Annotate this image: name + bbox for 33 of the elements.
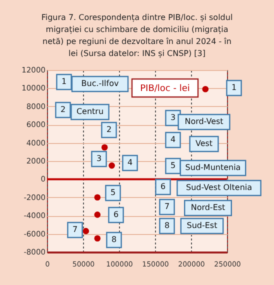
text: 1 bbox=[231, 83, 237, 92]
annotation: 4 bbox=[127, 158, 133, 167]
annotation: Buc.-Ilfov bbox=[81, 79, 119, 88]
annotation: 7 bbox=[72, 225, 78, 234]
annotation: 3 bbox=[170, 113, 176, 122]
point bbox=[108, 162, 115, 169]
point bbox=[94, 194, 101, 201]
annotation: Centru bbox=[76, 107, 104, 116]
point bbox=[82, 228, 90, 234]
annotation: 2 bbox=[60, 105, 66, 114]
annotation: 6 bbox=[160, 182, 166, 191]
annotation: Vest bbox=[195, 139, 213, 148]
point bbox=[94, 212, 101, 218]
annotation: 7 bbox=[164, 202, 170, 211]
annotation: 6 bbox=[113, 210, 119, 219]
annotation: 8 bbox=[111, 235, 117, 244]
annotation: Sud-Vest Oltenia bbox=[186, 183, 252, 192]
annotation: 5 bbox=[170, 161, 176, 170]
x-axis-title: PIB/loc - lei bbox=[140, 84, 190, 94]
annotation: Nord-Vest bbox=[184, 117, 224, 126]
annotation: Nord-Est bbox=[190, 203, 226, 212]
point bbox=[101, 144, 108, 151]
annotation: Sud-Muntenia bbox=[185, 163, 241, 172]
annotation: 3 bbox=[96, 154, 102, 163]
annotation: 2 bbox=[106, 125, 112, 134]
annotation: 4 bbox=[170, 135, 176, 144]
point bbox=[94, 235, 101, 242]
annotation: 8 bbox=[164, 221, 170, 230]
annotation: 5 bbox=[110, 188, 116, 197]
annotation: 1 bbox=[61, 77, 67, 86]
chart-title: Figura 7. Corespondența dintre PIB/loc. și soldul migrației cu schimbare de domiciliu (migrația netă) pe regiuni de dezvoltare în anul 2024 - în lei (Sursa datelor: INS și CNSP) [3] bbox=[41, 13, 233, 58]
annotation: Sud-Est bbox=[186, 221, 218, 230]
point bbox=[202, 86, 209, 92]
